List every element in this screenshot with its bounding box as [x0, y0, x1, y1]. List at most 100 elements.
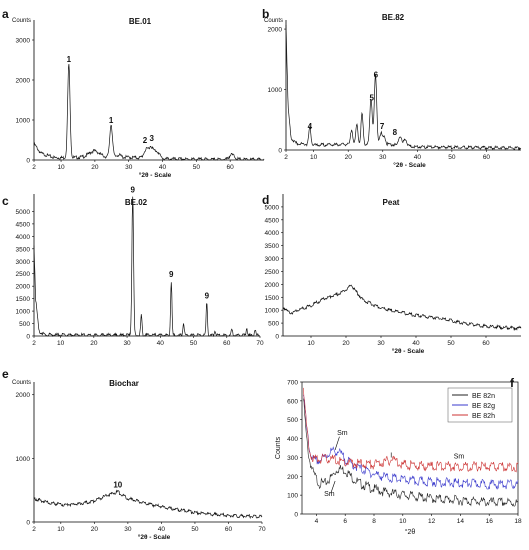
- x-tick-label: 20: [90, 340, 98, 347]
- x-tick-label: 2: [284, 154, 288, 161]
- y-tick-label: 600: [287, 398, 298, 405]
- peak-label: 9: [169, 270, 174, 279]
- peak-label: 5: [369, 94, 374, 103]
- x-tick-label: 20: [91, 164, 99, 171]
- y-tick-label: 3000: [265, 256, 280, 263]
- panel-letter: f: [510, 376, 515, 390]
- x-axis-label: °2θ: [405, 528, 416, 536]
- x-tick-label: 50: [448, 154, 456, 161]
- y-tick-label: 200: [287, 474, 298, 481]
- x-axis-label: °2θ - Scale: [139, 171, 172, 179]
- peak-label: 3: [149, 134, 154, 143]
- x-tick-label: 30: [124, 526, 132, 533]
- peak-label: 7: [380, 122, 385, 131]
- y-tick-label: 2500: [16, 271, 31, 278]
- y-axis-label: Counts: [12, 18, 31, 24]
- y-tick-label: 500: [19, 321, 30, 328]
- y-tick-label: 3000: [16, 38, 31, 45]
- legend-entry: BE 82n: [472, 393, 495, 400]
- y-tick-label: 0: [26, 520, 30, 527]
- peak-label: 9: [130, 185, 135, 194]
- x-tick-label: 2: [32, 164, 36, 171]
- y-tick-label: 3000: [16, 259, 31, 266]
- y-tick-label: 1500: [265, 295, 280, 302]
- peak-label: 8: [393, 128, 398, 137]
- x-tick-label: 70: [258, 526, 266, 533]
- x-tick-label: 14: [457, 518, 465, 525]
- x-tick-label: 60: [225, 526, 233, 533]
- panel-letter: d: [262, 193, 269, 207]
- x-axis-label: °2θ - Scale: [138, 533, 171, 541]
- peak-label: 2: [143, 136, 148, 145]
- x-tick-label: 50: [191, 526, 199, 533]
- plot-frame: [301, 381, 519, 515]
- y-tick-label: 4500: [16, 221, 31, 228]
- x-tick-label: 30: [125, 164, 133, 171]
- legend-entry: BE 82g: [472, 403, 495, 410]
- x-tick-label: 2: [32, 526, 36, 533]
- peak-label: 1: [67, 55, 72, 64]
- x-tick-label: 10: [57, 340, 65, 347]
- annotation-arrow: [330, 480, 336, 494]
- annotation-label: Sm: [454, 453, 465, 460]
- x-tick-label: 60: [483, 154, 491, 161]
- y-tick-label: 0: [26, 158, 30, 165]
- y-tick-label: 4500: [265, 217, 280, 224]
- series-line-be-82h: [303, 387, 519, 473]
- x-tick-label: 18: [514, 518, 522, 525]
- x-tick-label: 8: [372, 518, 376, 525]
- x-axis-label: °2θ - Scale: [393, 161, 426, 169]
- x-tick-label: 50: [190, 340, 198, 347]
- panel-f: 0 100 200 300 400 500 600 700 4 6 8 10 12 14 16 18 Sm I Sm…: [275, 376, 522, 536]
- x-tick-label: 30: [377, 340, 385, 347]
- panel-title: Biochar: [109, 379, 139, 388]
- y-tick-label: 5000: [16, 209, 31, 216]
- x-tick-label: 30: [123, 340, 131, 347]
- diffraction-line: [285, 24, 522, 151]
- x-tick-label: 6: [343, 518, 347, 525]
- x-tick-label: 60: [227, 164, 235, 171]
- panel-letter: a: [2, 7, 9, 21]
- x-tick-label: 20: [342, 340, 350, 347]
- peak-label: 10: [113, 480, 122, 489]
- y-tick-label: 2000: [16, 284, 31, 291]
- x-tick-label: 16: [486, 518, 494, 525]
- panel-b: 0 1000 2000 2 10 20 30 40 50 60 4 5 6 78 b BE.82 Counts °…: [262, 7, 522, 169]
- x-tick-label: 20: [91, 526, 99, 533]
- y-tick-label: 3500: [265, 243, 280, 250]
- legend: BE 82n BE 82g BE 82h: [447, 387, 513, 423]
- y-tick-label: 2000: [16, 392, 31, 399]
- x-tick-label: 10: [310, 154, 318, 161]
- x-tick-label: 40: [159, 164, 167, 171]
- annotation-label: Sm: [324, 491, 335, 498]
- y-tick-label: 700: [287, 380, 298, 387]
- y-tick-label: 5000: [265, 204, 280, 211]
- y-tick-label: 300: [287, 455, 298, 462]
- y-tick-label: 3500: [16, 246, 31, 253]
- x-tick-label: 10: [307, 340, 315, 347]
- x-tick-label: 40: [157, 340, 165, 347]
- x-tick-label: 12: [428, 518, 436, 525]
- y-tick-label: 400: [287, 436, 298, 443]
- diffraction-line: [33, 196, 260, 338]
- diffraction-line: [33, 489, 263, 519]
- y-tick-label: 1000: [16, 309, 31, 316]
- y-axis-label: Counts: [264, 18, 283, 24]
- legend-entry: BE 82h: [472, 413, 495, 420]
- x-tick-label: 40: [158, 526, 166, 533]
- y-tick-label: 4000: [16, 234, 31, 241]
- peak-label: 4: [308, 122, 313, 131]
- y-tick-label: 0: [278, 148, 282, 155]
- panel-title: BE.82: [382, 13, 405, 22]
- x-tick-label: 10: [57, 164, 65, 171]
- x-tick-label: 10: [57, 526, 65, 533]
- x-tick-label: 30: [379, 154, 387, 161]
- x-tick-label: 4: [315, 518, 319, 525]
- panel-title: Peat: [383, 198, 400, 207]
- y-tick-label: 1500: [16, 296, 31, 303]
- y-tick-label: 1000: [16, 118, 31, 125]
- x-axis-label: °2θ - Scale: [392, 347, 425, 355]
- diffraction-line: [282, 284, 522, 331]
- y-tick-label: 1000: [16, 456, 31, 463]
